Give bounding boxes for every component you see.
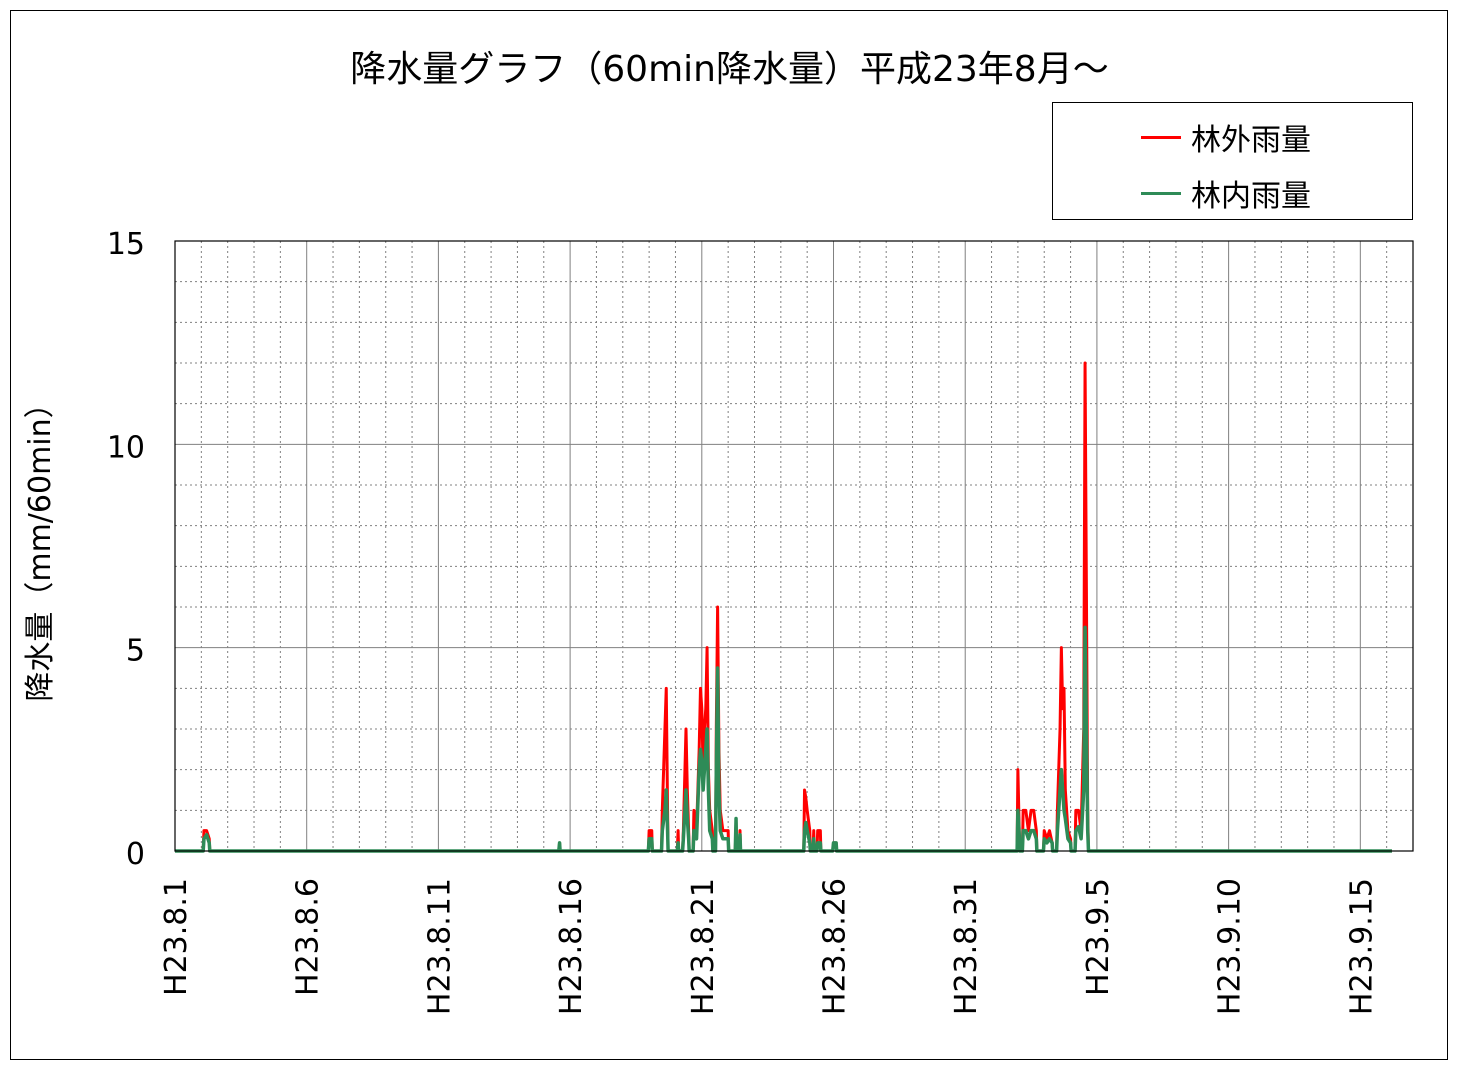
x-tick-label: H23.8.1 [159,878,194,996]
chart-title: 降水量グラフ（60min降水量）平成23年8月～ [350,49,1109,90]
axes: 0 5 10 15 H23.8.1 H23.8.6 H23.8.11 H23.8.16 H23.… [107,227,1414,1015]
legend: 林外雨量 林内雨量 [1052,102,1413,220]
x-tick-label: H23.8.6 [291,878,326,996]
y-tick-label: 10 [107,430,145,465]
plot-area [175,241,1413,851]
legend-label-outside: 林外雨量 [1191,123,1311,158]
legend-swatch-outside [1141,135,1181,139]
y-axis-title: 降水量（mm/60min） [23,388,58,702]
y-tick-label: 15 [107,227,145,262]
x-tick-label: H23.8.11 [422,878,457,1015]
legend-label-inside: 林内雨量 [1191,179,1311,214]
legend-swatch-inside [1141,191,1181,195]
legend-item-inside: 林内雨量 [1141,173,1311,214]
plot-border [174,240,1414,852]
x-tick-label: H23.9.5 [1081,878,1116,996]
x-tick-label: H23.8.16 [554,878,589,1015]
x-tick-label: H23.8.21 [686,878,721,1015]
grid [175,241,1413,851]
y-tick-label: 0 [126,837,145,872]
series-line-inside [173,625,1392,853]
x-tick-label: H23.9.15 [1344,878,1379,1015]
x-tick-label: H23.8.31 [949,878,984,1015]
series-layer [173,361,1392,853]
x-tick-label: H23.8.26 [818,878,853,1015]
x-tick-label: H23.9.10 [1213,878,1248,1015]
legend-item-outside: 林外雨量 [1141,117,1311,158]
y-tick-label: 5 [126,634,145,669]
